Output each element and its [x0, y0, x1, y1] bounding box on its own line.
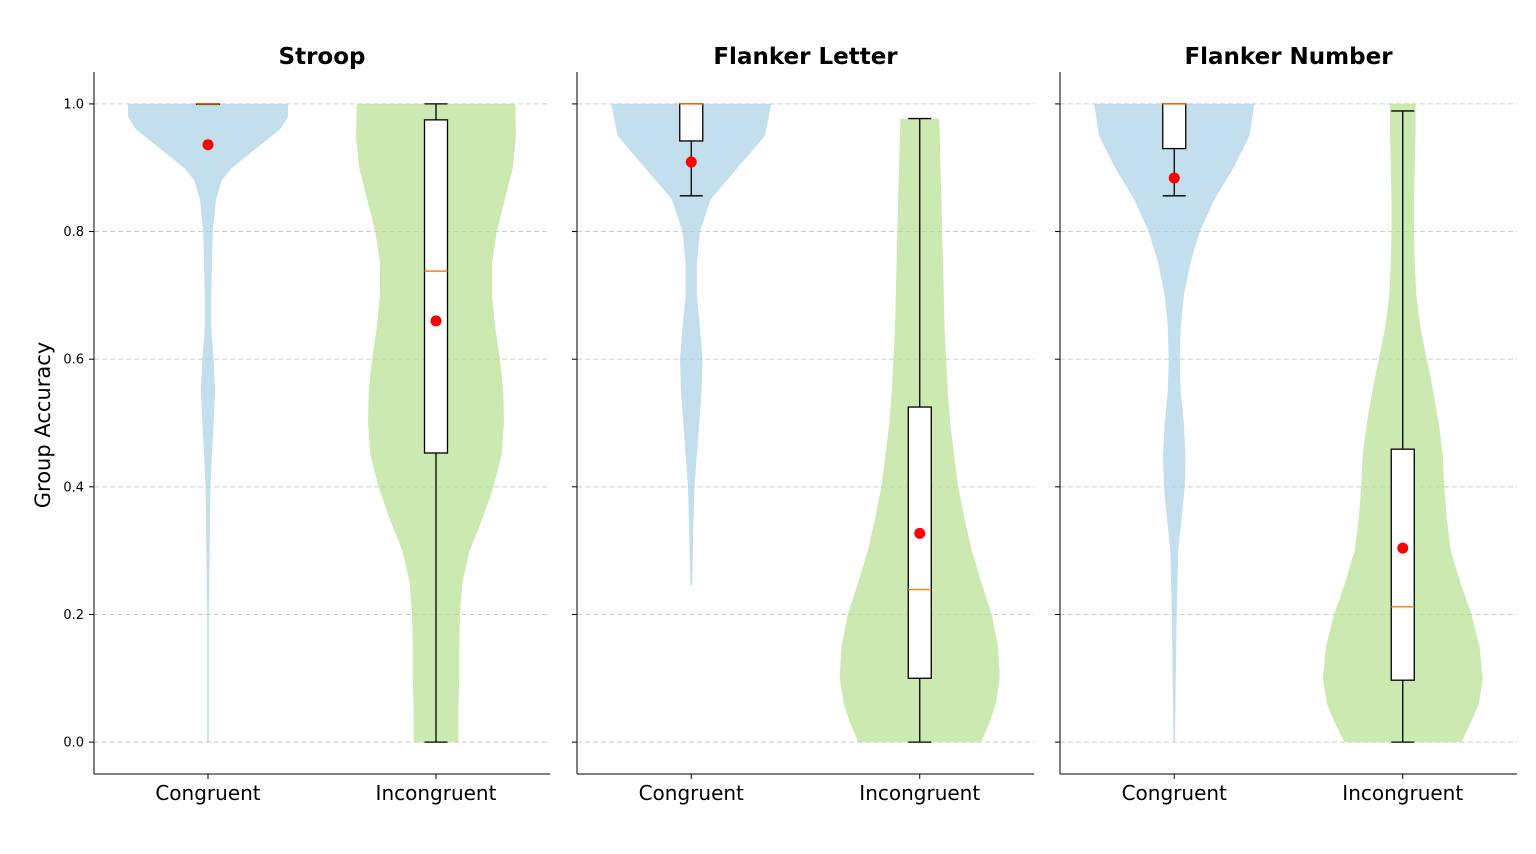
mean-marker: [1168, 172, 1180, 184]
violin-congruent: [128, 103, 288, 743]
y-tick-label: 0.6: [63, 353, 84, 368]
panel-flanker-number: Congruent Incongruent Flanker Number: [1055, 44, 1517, 805]
y-axis-label: Group Accuracy: [31, 342, 55, 508]
box: [1162, 103, 1187, 150]
x-tick-label: Congruent: [155, 781, 260, 805]
panel-stroop: Congruent Incongruent 0.0 0.2 0.4 0.6 0.8 1.0 St…: [63, 44, 550, 805]
x-tick-label: Incongruent: [859, 781, 980, 805]
y-tick-label: 0.4: [63, 480, 84, 495]
x-tick-label: Congruent: [1122, 781, 1227, 805]
y-tick-label: 0.0: [63, 736, 84, 751]
box: [1390, 448, 1415, 681]
x-tick-label: Congruent: [639, 781, 744, 805]
y-tick-label: 0.2: [63, 608, 84, 623]
y-tick-label: 0.8: [63, 225, 84, 240]
mean-marker: [914, 527, 926, 539]
x-tick-label: Incongruent: [376, 781, 497, 805]
mean-marker: [202, 139, 214, 151]
panel-title: Flanker Number: [1184, 44, 1393, 70]
mean-marker: [685, 156, 697, 168]
panel-flanker-letter: Congruent Incongruent Flanker Letter: [572, 44, 1034, 805]
y-tick-label: 1.0: [63, 97, 84, 112]
box: [907, 406, 932, 679]
panel-title: Stroop: [279, 44, 366, 70]
panel-title: Flanker Letter: [713, 44, 898, 70]
mean-marker: [1397, 542, 1409, 554]
violin-congruent: [1094, 103, 1255, 743]
x-tick-label: Incongruent: [1342, 781, 1463, 805]
box: [423, 119, 449, 454]
violin-congruent: [611, 103, 772, 586]
mean-marker: [430, 315, 442, 327]
box: [679, 103, 704, 142]
